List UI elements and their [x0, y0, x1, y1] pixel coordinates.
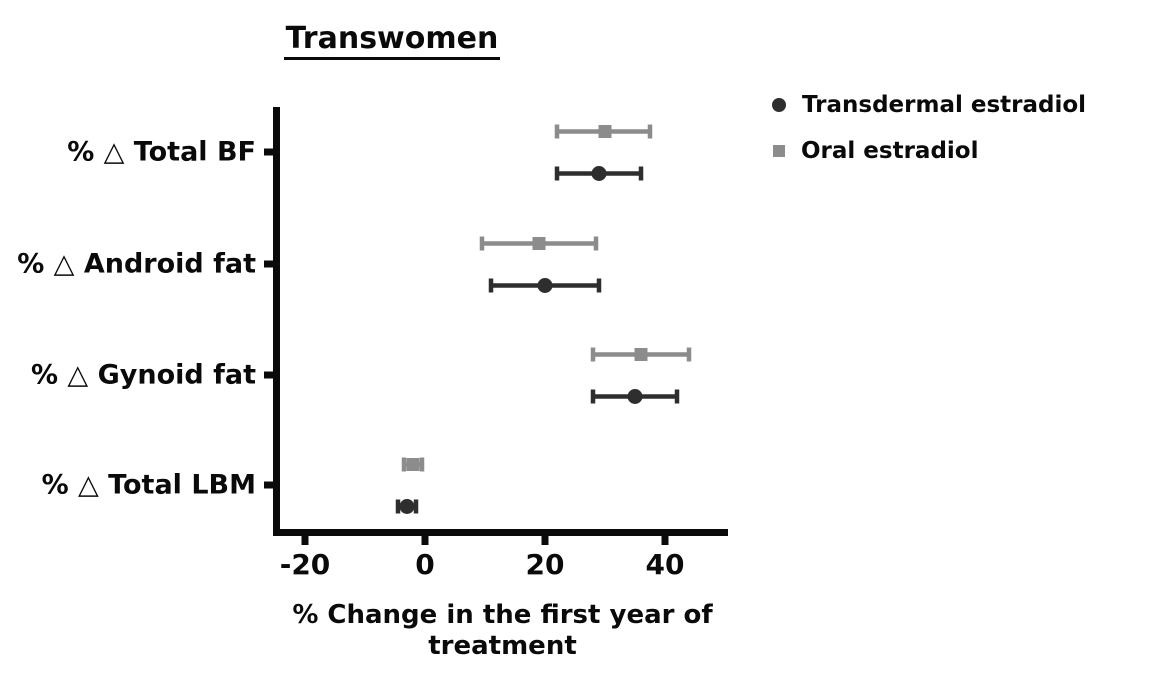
- x-tick-label-0: 0: [415, 548, 435, 581]
- y-axis-tick: [264, 371, 273, 379]
- chart-title-container: Transwomen: [242, 22, 542, 60]
- data-point-square: [406, 458, 420, 471]
- error-bar-cap: [413, 499, 419, 514]
- legend-item-oral: Oral estradiol: [772, 128, 1086, 174]
- legend-label-oral: Oral estradiol: [801, 138, 979, 164]
- error-bar-cap: [554, 124, 560, 139]
- data-point-square: [532, 237, 546, 250]
- error-bar-cap: [554, 166, 560, 181]
- data-point-square: [634, 348, 648, 361]
- data-point-circle: [627, 389, 643, 404]
- y-category-label-total-bf: % △ Total BF: [67, 136, 256, 168]
- data-point-circle: [399, 499, 415, 514]
- error-bar-cap: [479, 236, 485, 251]
- error-bar-cap: [395, 499, 401, 514]
- error-bar-cap: [419, 457, 425, 472]
- legend-label-transdermal: Transdermal estradiol: [802, 92, 1087, 118]
- legend-item-transdermal: Transdermal estradiol: [772, 82, 1086, 128]
- error-bar-cap: [638, 166, 644, 181]
- x-tick-label-minus20: -20: [279, 548, 331, 581]
- legend: Transdermal estradiol Oral estradiol: [772, 82, 1086, 174]
- circle-marker-icon: [772, 98, 786, 112]
- y-axis-tick: [264, 260, 273, 268]
- square-marker-icon: [773, 145, 785, 157]
- x-axis-caption: % Change in the first year of treatment: [292, 600, 713, 662]
- y-axis-tick: [264, 148, 273, 156]
- error-bar-cap: [674, 389, 680, 404]
- error-bar-cap: [596, 278, 602, 293]
- x-axis-spine: [273, 529, 728, 536]
- data-point-square: [598, 125, 612, 138]
- y-axis-tick: [264, 481, 273, 489]
- x-axis-tick: [421, 536, 429, 545]
- y-axis-spine: [273, 107, 280, 536]
- error-bar-cap: [590, 347, 596, 362]
- error-bar-cap: [647, 124, 653, 139]
- chart-title: Transwomen: [283, 22, 501, 60]
- y-category-label-total-lbm: % △ Total LBM: [41, 469, 256, 501]
- error-bar-cap: [593, 236, 599, 251]
- y-category-label-gynoid-fat: % △ Gynoid fat: [30, 359, 256, 391]
- error-bar-cap: [488, 278, 494, 293]
- data-point-circle: [591, 166, 607, 181]
- x-tick-label-40: 40: [645, 548, 685, 581]
- x-axis-tick: [661, 536, 669, 545]
- y-category-label-android-fat: % △ Android fat: [17, 248, 256, 280]
- error-bar-cap: [401, 457, 407, 472]
- error-bar-cap: [686, 347, 692, 362]
- x-tick-label-20: 20: [525, 548, 565, 581]
- data-point-circle: [537, 278, 553, 293]
- error-bar-cap: [590, 389, 596, 404]
- x-axis-tick: [301, 536, 309, 545]
- x-axis-tick: [541, 536, 549, 545]
